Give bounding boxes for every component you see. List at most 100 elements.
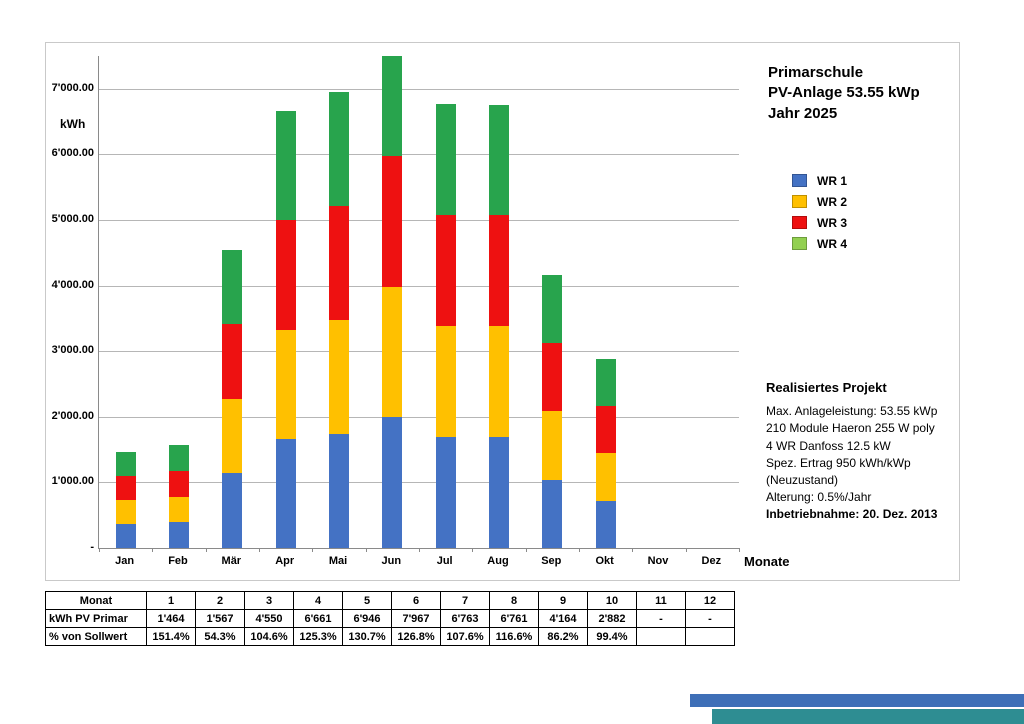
x-axis-tick xyxy=(686,548,687,552)
bar-segment-wr4 xyxy=(169,445,189,471)
gridline xyxy=(99,351,739,353)
table-cell: 86.2% xyxy=(538,627,588,646)
chart-legend: WR 1 WR 2 WR 3 WR 4 xyxy=(792,170,847,254)
legend-swatch-wr2 xyxy=(792,195,807,208)
gridline xyxy=(99,285,739,287)
bar-segment-wr1 xyxy=(329,434,349,548)
bar-segment-wr2 xyxy=(542,411,563,480)
legend-label-wr2: WR 2 xyxy=(817,194,847,209)
project-info-line2: 210 Module Haeron 255 W poly xyxy=(766,421,935,436)
table-cell: - xyxy=(636,609,686,628)
bar-segment-wr3 xyxy=(275,220,296,330)
table-header-cell: 5 xyxy=(342,591,392,610)
bar-segment-wr2 xyxy=(275,329,296,439)
bar-segment-wr3 xyxy=(489,215,509,327)
bar-segment-wr2 xyxy=(169,496,189,523)
bar-segment-wr1 xyxy=(489,437,509,548)
table-cell: 104.6% xyxy=(244,627,294,646)
data-table: Monat 1 2 3 4 5 6 7 8 9 10 11 12 kWh PV Primar 1'464 1'… xyxy=(45,591,735,646)
legend-swatch-wr4 xyxy=(792,237,807,250)
y-axis-tick-label: 6'000.00 xyxy=(51,147,94,160)
table-cell: 151.4% xyxy=(146,627,196,646)
table-cell: kWh PV Primar xyxy=(45,609,147,628)
table-cell: 6'661 xyxy=(293,609,343,628)
x-axis-tick xyxy=(419,548,420,552)
chart-title-line3: Jahr 2025 xyxy=(768,104,838,122)
bar-segment-wr2 xyxy=(435,326,456,438)
table-cell: 99.4% xyxy=(587,627,637,646)
table-header-row: Monat 1 2 3 4 5 6 7 8 9 10 11 12 xyxy=(45,591,735,610)
legend-label-wr1: WR 1 xyxy=(817,173,847,188)
x-axis-label: Apr xyxy=(275,555,295,567)
chart-title-line1: Primarschule xyxy=(768,64,864,81)
bar-segment-wr2 xyxy=(222,398,243,474)
table-header-cell: Monat xyxy=(45,591,147,610)
table-header-cell: 8 xyxy=(489,591,539,610)
x-axis-label: Feb xyxy=(168,555,188,567)
bar-segment-wr1 xyxy=(382,417,403,548)
legend-item-wr3: WR 3 xyxy=(792,212,847,233)
gridline xyxy=(99,88,739,90)
table-cell xyxy=(636,627,686,646)
project-info-commissioning: Inbetriebnahme: 20. Dez. 2013 xyxy=(766,506,938,521)
x-axis-tick xyxy=(366,548,367,552)
bar-segment-wr4 xyxy=(275,111,296,221)
legend-swatch-wr3 xyxy=(792,216,807,229)
table-cell: 1'464 xyxy=(146,609,196,628)
bar-segment-wr2 xyxy=(595,453,616,501)
x-axis-tick xyxy=(739,548,740,552)
y-axis-tick-label: 2'000.00 xyxy=(51,409,94,422)
bar-segment-wr1 xyxy=(169,522,189,548)
legend-item-wr1: WR 1 xyxy=(792,170,847,191)
project-info-line6: Alterung: 0.5%/Jahr xyxy=(766,489,872,504)
table-header-cell: 11 xyxy=(636,591,686,610)
table-row: kWh PV Primar 1'464 1'567 4'550 6'661 6'946 7'… xyxy=(45,609,735,628)
project-info-line5: (Neuzustand) xyxy=(766,472,839,487)
x-axis-tick xyxy=(99,548,100,552)
x-axis-tick xyxy=(312,548,313,552)
table-cell: 6'763 xyxy=(440,609,490,628)
bar-segment-wr4 xyxy=(222,249,243,325)
bar-segment-wr4 xyxy=(542,274,563,344)
x-axis-label: Jan xyxy=(115,555,135,567)
bar-segment-wr3 xyxy=(542,343,563,412)
y-axis-tick-label: 3'000.00 xyxy=(51,344,94,357)
table-cell: 1'567 xyxy=(195,609,245,628)
y-axis-tick-label: 7'000.00 xyxy=(51,81,94,94)
table-cell: 6'946 xyxy=(342,609,392,628)
table-header-cell: 1 xyxy=(146,591,196,610)
bar-segment-wr3 xyxy=(435,215,456,327)
x-axis-tick xyxy=(526,548,527,552)
bar-segment-wr4 xyxy=(115,451,136,476)
bar-segment-wr4 xyxy=(382,56,403,156)
chart-container: kWh Monate Primarschule PV-Anlage 53.55 … xyxy=(45,42,960,581)
legend-label-wr3: WR 3 xyxy=(817,215,847,230)
bar-segment-wr1 xyxy=(435,437,456,548)
table-header-cell: 3 xyxy=(244,591,294,610)
footer-stripe-blue xyxy=(690,694,1024,707)
table-header-cell: 9 xyxy=(538,591,588,610)
legend-label-wr4: WR 4 xyxy=(817,236,847,251)
bar-segment-wr4 xyxy=(329,92,349,207)
x-axis-label: Mär xyxy=(221,555,242,567)
bar-segment-wr1 xyxy=(595,500,616,548)
x-axis-tick xyxy=(472,548,473,552)
table-cell: % von Sollwert xyxy=(45,627,147,646)
table-header-cell: 10 xyxy=(587,591,637,610)
x-axis-label: Nov xyxy=(647,555,669,567)
bar-segment-wr1 xyxy=(222,473,243,548)
table-cell xyxy=(685,627,735,646)
gridline xyxy=(99,220,739,221)
table-header-cell: 6 xyxy=(391,591,441,610)
project-info-heading: Realisiertes Projekt xyxy=(766,380,887,395)
bar-segment-wr2 xyxy=(489,326,509,438)
bar-segment-wr3 xyxy=(595,406,616,454)
project-info-line4: Spez. Ertrag 950 kWh/kWp xyxy=(766,455,911,470)
gridline xyxy=(99,416,739,418)
x-axis-tick xyxy=(579,548,580,552)
bar-segment-wr3 xyxy=(382,155,403,287)
bar-segment-wr1 xyxy=(275,438,296,548)
table-cell: 6'761 xyxy=(489,609,539,628)
table-header-cell: 12 xyxy=(685,591,735,610)
x-axis-label: Mai xyxy=(328,555,348,567)
